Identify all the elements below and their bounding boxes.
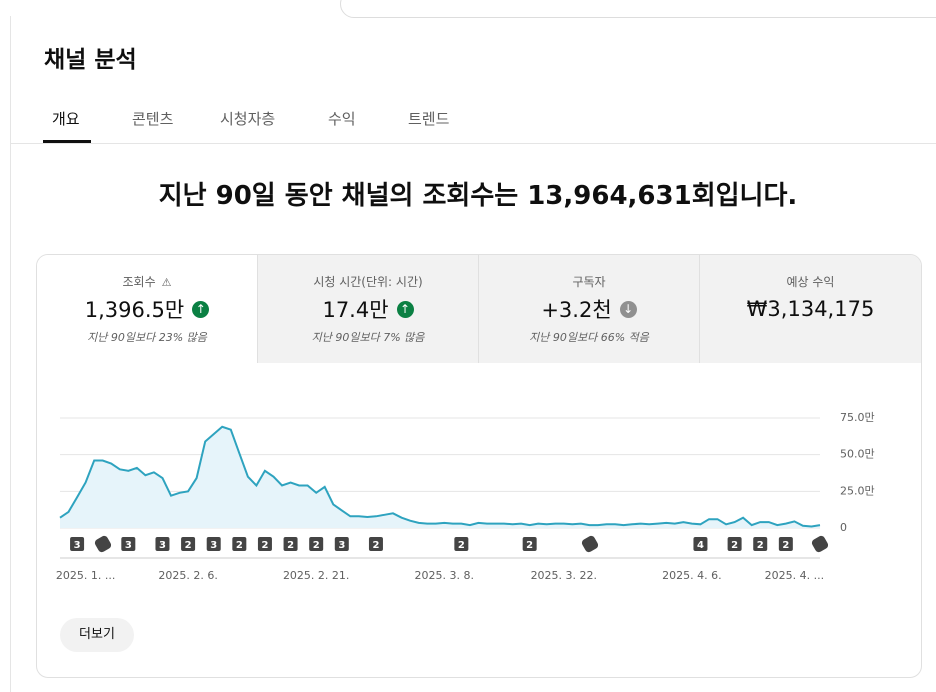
upload-badge[interactable] (753, 537, 768, 551)
metric-label-text: 조회수 (122, 275, 156, 289)
upload-count: 3 (74, 540, 81, 551)
upload-badge[interactable] (334, 537, 349, 551)
upload-badge[interactable] (368, 537, 383, 551)
sidebar-border (10, 16, 11, 692)
upload-count: 2 (731, 540, 738, 551)
line (59, 425, 821, 528)
tab[interactable]: 개요 (52, 110, 80, 128)
metric-tile[interactable]: 조회수 ⚠ 1,396.5만 ↑ 지난 90일보다 23% 많음 (37, 255, 258, 363)
upload-count: 4 (697, 540, 704, 551)
x-tick-label: 2025. 2. 6. (158, 569, 217, 582)
tab-indicator (43, 140, 91, 143)
metric-value: 17.4만 (322, 298, 389, 322)
metric-delta: 지난 90일보다 7% 많음 (311, 331, 425, 344)
divider (10, 143, 936, 144)
upload-badge[interactable] (181, 537, 196, 551)
metric-label: 예상 수익 (700, 273, 921, 289)
headline: 지난 90일 동안 채널의 조회수는 13,964,631회입니다. (158, 181, 798, 211)
y-tick-label: 75.0만 (840, 411, 875, 424)
metric-label-text: 구독자 (572, 275, 606, 289)
metric-value: +3.2천 (541, 298, 612, 322)
upload-badge[interactable] (155, 537, 170, 551)
metric-delta: 지난 90일보다 66% 적음 (529, 331, 649, 344)
upload-badge[interactable] (727, 537, 742, 551)
more-button[interactable]: 더보기 (60, 618, 134, 652)
trend-icon: ↓ (619, 300, 637, 318)
y-tick-label: 25.0만 (840, 484, 875, 497)
tab[interactable]: 수익 (328, 110, 356, 128)
x-tick-label: 2025. 1. ... (56, 569, 115, 582)
upload-count: 2 (287, 540, 294, 551)
metric-label: 시청 시간(단위: 시간) (258, 273, 478, 289)
metric-tile[interactable]: 예상 수익 ₩3,134,175 (700, 255, 921, 363)
metric-value-row: ₩3,134,175 (700, 295, 921, 323)
metric-value-row: 1,396.5만 ↑ (37, 295, 257, 323)
upload-badge[interactable] (522, 537, 537, 551)
upload-count: 2 (185, 540, 192, 551)
x-tick-label: 2025. 3. 8. (415, 569, 474, 582)
tab[interactable]: 트렌드 (408, 110, 450, 128)
tab[interactable]: 콘텐츠 (132, 110, 174, 128)
upload-badge[interactable] (232, 537, 247, 551)
upload-count: 2 (313, 540, 320, 551)
upload-count: 2 (757, 540, 764, 551)
x-tick-label: 2025. 4. ... (765, 569, 824, 582)
upload-count: 3 (210, 540, 217, 551)
upload-count: 3 (125, 540, 132, 551)
metric-label-text: 시청 시간(단위: 시간) (313, 275, 423, 289)
metric-tile[interactable]: 구독자 +3.2천 ↓ 지난 90일보다 66% 적음 (479, 255, 700, 363)
upload-count: 2 (782, 540, 789, 551)
analytics-card: 조회수 ⚠ 1,396.5만 ↑ 지난 90일보다 23% 많음 시청 시간(단위: 시간… (36, 254, 922, 678)
upload-badge[interactable] (693, 537, 708, 551)
metric-label: 조회수 ⚠ (37, 273, 257, 289)
metric-delta: 지난 90일보다 23% 많음 (87, 331, 207, 344)
upload-badge[interactable] (257, 537, 272, 551)
upload-count: 3 (159, 540, 166, 551)
tab[interactable]: 시청자층 (220, 110, 276, 128)
metric-value-row: 17.4만 ↑ (258, 295, 478, 323)
upload-count: 2 (372, 540, 379, 551)
upload-badge[interactable] (454, 537, 469, 551)
search-bar[interactable] (340, 0, 936, 18)
upload-badge[interactable] (70, 537, 85, 551)
metric-value-row: +3.2천 ↓ (479, 295, 699, 323)
metric-label: 구독자 (479, 273, 699, 289)
metric-value: ₩3,134,175 (746, 297, 875, 321)
trend-icon: ↑ (192, 300, 210, 318)
y-tick-label: 50.0만 (840, 448, 875, 461)
upload-badge[interactable] (283, 537, 298, 551)
shorts-badge (581, 535, 599, 553)
y-tick-label: 0 (840, 521, 847, 534)
warning-icon: ⚠ (161, 276, 172, 289)
upload-count: 3 (338, 540, 345, 551)
upload-count: 2 (261, 540, 268, 551)
upload-count: 2 (236, 540, 243, 551)
x-tick-label: 2025. 2. 21. (283, 569, 349, 582)
metric-value: 1,396.5만 (84, 298, 185, 322)
x-tick-label: 2025. 4. 6. (662, 569, 721, 582)
upload-badge[interactable] (309, 537, 324, 551)
x-tick-label: 2025. 3. 22. (531, 569, 597, 582)
shorts-badges (94, 535, 829, 553)
upload-badge[interactable] (778, 537, 793, 551)
shorts-badge (94, 535, 112, 553)
metric-tile[interactable]: 시청 시간(단위: 시간) 17.4만 ↑ 지난 90일보다 7% 많음 (258, 255, 479, 363)
page-title: 채널 분석 (44, 47, 137, 73)
upload-badge[interactable] (121, 537, 136, 551)
upload-count: 2 (458, 540, 465, 551)
metric-label-text: 예상 수익 (786, 275, 835, 289)
shorts-badge (811, 535, 829, 553)
trend-icon: ↑ (396, 300, 414, 318)
upload-badge[interactable] (206, 537, 221, 551)
upload-count: 2 (526, 540, 533, 551)
area (60, 426, 820, 528)
